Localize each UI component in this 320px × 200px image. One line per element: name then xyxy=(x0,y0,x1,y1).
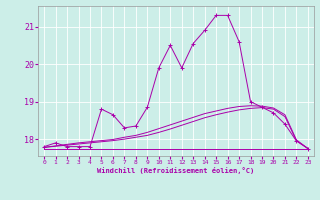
X-axis label: Windchill (Refroidissement éolien,°C): Windchill (Refroidissement éolien,°C) xyxy=(97,167,255,174)
